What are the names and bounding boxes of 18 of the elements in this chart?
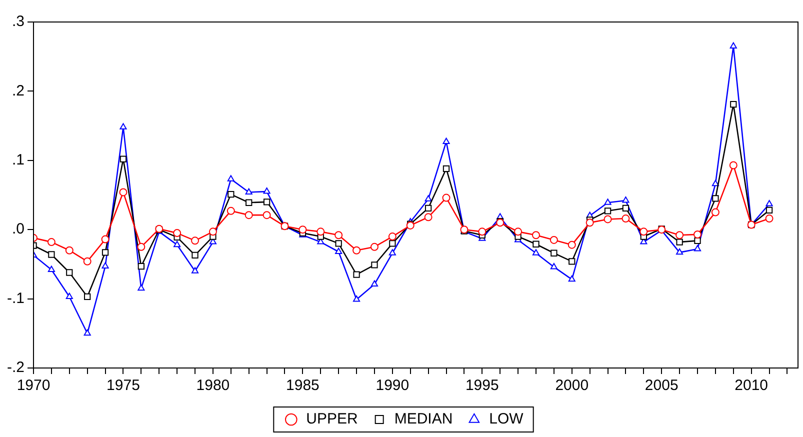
y-tick-label: -.1	[6, 290, 25, 307]
x-tick-label: 1980	[196, 377, 230, 394]
x-tick-label: 1985	[286, 377, 320, 394]
legend-label: MEDIAN	[394, 410, 453, 428]
x-tick-label: 2010	[734, 377, 768, 394]
y-tick-label: .0	[12, 220, 25, 238]
legend-label: UPPER	[306, 410, 358, 428]
x-tick-label: 1990	[376, 377, 410, 394]
x-tick-label: 1975	[106, 377, 140, 394]
y-tick-label: .2	[12, 82, 25, 100]
y-tick-label: .1	[12, 152, 25, 169]
x-tick-label: 1970	[16, 377, 50, 394]
x-tick-label: 2005	[644, 377, 678, 394]
y-tick-label: -.2	[6, 359, 25, 376]
y-tick-label: .3	[12, 13, 25, 30]
x-tick-label: 1995	[465, 377, 499, 394]
legend-label: LOW	[489, 410, 524, 428]
x-tick-label: 2000	[555, 377, 589, 394]
